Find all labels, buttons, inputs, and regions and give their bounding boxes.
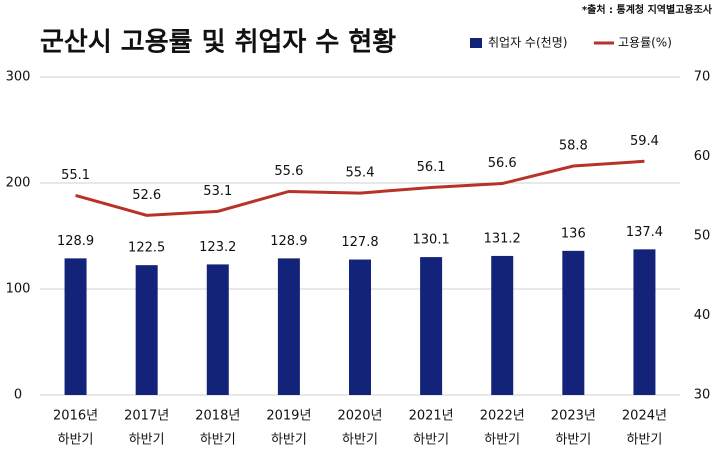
bar xyxy=(633,249,656,395)
x-tick-label: 2022년 xyxy=(480,409,525,424)
bar-value-label: 130.1 xyxy=(413,233,450,248)
x-tick-label: 2019년 xyxy=(266,409,311,424)
x-tick-label: 2018년 xyxy=(195,409,240,424)
bar-value-label: 128.9 xyxy=(270,234,307,249)
x-tick-label: 하반기 xyxy=(626,433,662,448)
y2-tick-label: 30 xyxy=(694,388,711,403)
bar xyxy=(64,258,87,395)
y2-tick-label: 40 xyxy=(694,308,711,323)
line-value-label: 55.1 xyxy=(61,168,90,183)
y2-tick-label: 60 xyxy=(694,149,711,164)
line-value-label: 56.6 xyxy=(488,156,517,171)
legend-label: 취업자 수(천명) xyxy=(488,35,567,50)
legend-swatch xyxy=(470,38,482,48)
x-tick-label: 2021년 xyxy=(409,409,454,424)
x-tick-label: 하반기 xyxy=(342,433,378,448)
bar-value-label: 123.2 xyxy=(199,240,236,255)
bar xyxy=(277,258,300,395)
source-note: *출처 : 통계청 지역별고용조사 xyxy=(582,3,713,16)
x-tick-label: 하반기 xyxy=(555,433,591,448)
bar xyxy=(562,250,585,395)
x-tick-label: 2017년 xyxy=(124,409,169,424)
x-tick-label: 2020년 xyxy=(337,409,382,424)
x-tick-label: 하반기 xyxy=(58,433,94,448)
line-value-label: 55.6 xyxy=(274,164,303,179)
bar-value-label: 137.4 xyxy=(626,225,663,240)
bar-value-label: 136 xyxy=(561,226,586,241)
x-tick-label: 2023년 xyxy=(551,409,596,424)
y2-tick-label: 70 xyxy=(694,70,711,85)
bar xyxy=(349,259,371,395)
line-value-label: 56.1 xyxy=(417,160,446,175)
y-tick-label: 0 xyxy=(14,388,22,403)
y2-tick-label: 50 xyxy=(694,229,711,244)
line-value-label: 58.8 xyxy=(559,139,588,154)
x-tick-label: 하반기 xyxy=(413,433,449,448)
bar xyxy=(206,264,229,395)
chart-title: 군산시 고용률 및 취업자 수 현황 xyxy=(40,28,396,58)
line xyxy=(75,159,645,217)
line-value-label: 53.1 xyxy=(203,184,232,199)
y-tick-label: 300 xyxy=(6,70,31,85)
x-tick-label: 하반기 xyxy=(484,433,520,448)
y-tick-label: 100 xyxy=(6,282,31,297)
line-value-label: 52.6 xyxy=(132,188,161,203)
bar-value-label: 122.5 xyxy=(128,241,165,256)
bar-value-label: 127.8 xyxy=(341,235,378,250)
bar-value-label: 131.2 xyxy=(484,231,521,246)
x-tick-label: 하반기 xyxy=(129,433,165,448)
line-value-label: 59.4 xyxy=(630,134,659,149)
bar xyxy=(491,255,514,395)
bar xyxy=(135,265,158,395)
x-tick-label: 하반기 xyxy=(200,433,236,448)
x-tick-label: 2016년 xyxy=(53,409,98,424)
line-value-label: 55.4 xyxy=(346,166,375,181)
legend-label: 고용률(%) xyxy=(618,36,672,50)
bar xyxy=(420,257,443,395)
y-tick-label: 200 xyxy=(6,176,31,191)
x-tick-label: 2024년 xyxy=(622,409,667,424)
bar-value-label: 128.9 xyxy=(57,234,94,249)
x-tick-label: 하반기 xyxy=(271,433,307,448)
